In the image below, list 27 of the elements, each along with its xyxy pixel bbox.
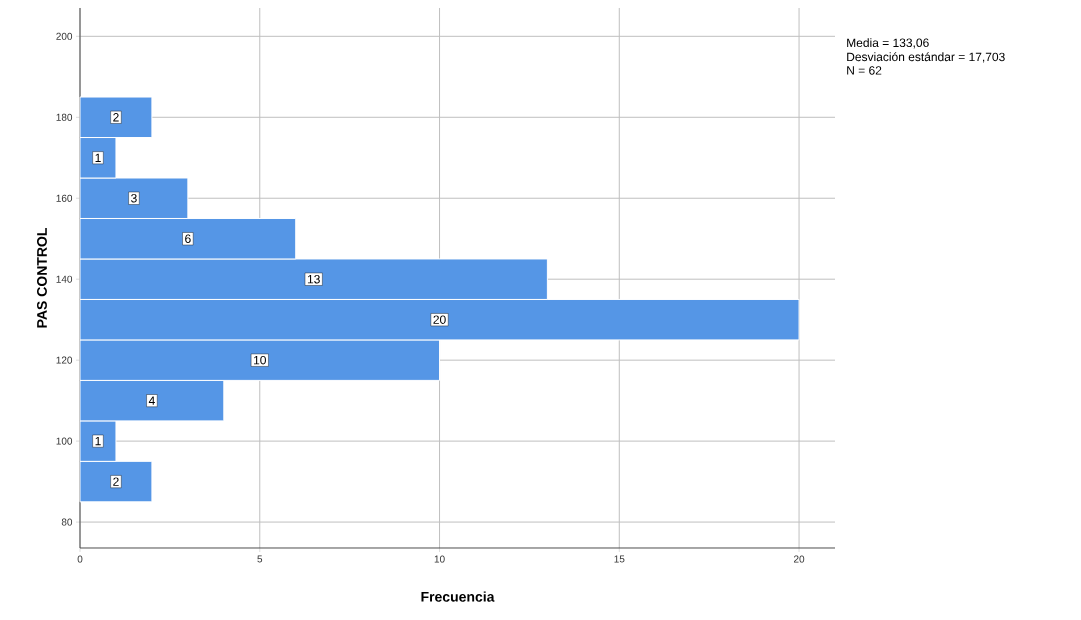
y-tick-label: 180	[56, 113, 73, 121]
data-label: 10	[254, 355, 266, 365]
x-axis-title: Frecuencia	[421, 591, 495, 602]
x-tick-label: 5	[257, 555, 263, 563]
data-label: 3	[131, 194, 137, 203]
y-tick-label: 200	[56, 32, 73, 40]
x-tick-label: 15	[614, 555, 625, 563]
y-tick-label: 80	[61, 518, 73, 526]
y-tick-label: 120	[56, 356, 73, 364]
data-label: 2	[113, 477, 119, 486]
text: Desviación estándar = 17,703	[847, 52, 1005, 63]
x-tick-label: 0	[77, 555, 83, 563]
data-label: 20	[433, 315, 446, 324]
y-tick-label: 160	[56, 194, 73, 202]
data-label: 1	[95, 153, 101, 162]
text: N = 62	[847, 66, 882, 75]
y-axis-title: PAS CONTROL	[37, 228, 47, 328]
text: Media = 133,06	[847, 38, 929, 49]
x-tick-label: 10	[434, 555, 445, 563]
y-tick-label: 140	[56, 275, 73, 283]
data-label: 4	[148, 396, 155, 405]
x-tick-label: 20	[793, 555, 805, 563]
data-label: 1	[95, 437, 101, 446]
data-label: 13	[307, 274, 320, 284]
y-tick-label: 100	[56, 437, 73, 445]
data-label: 2	[113, 113, 119, 122]
data-label: 6	[185, 234, 191, 243]
